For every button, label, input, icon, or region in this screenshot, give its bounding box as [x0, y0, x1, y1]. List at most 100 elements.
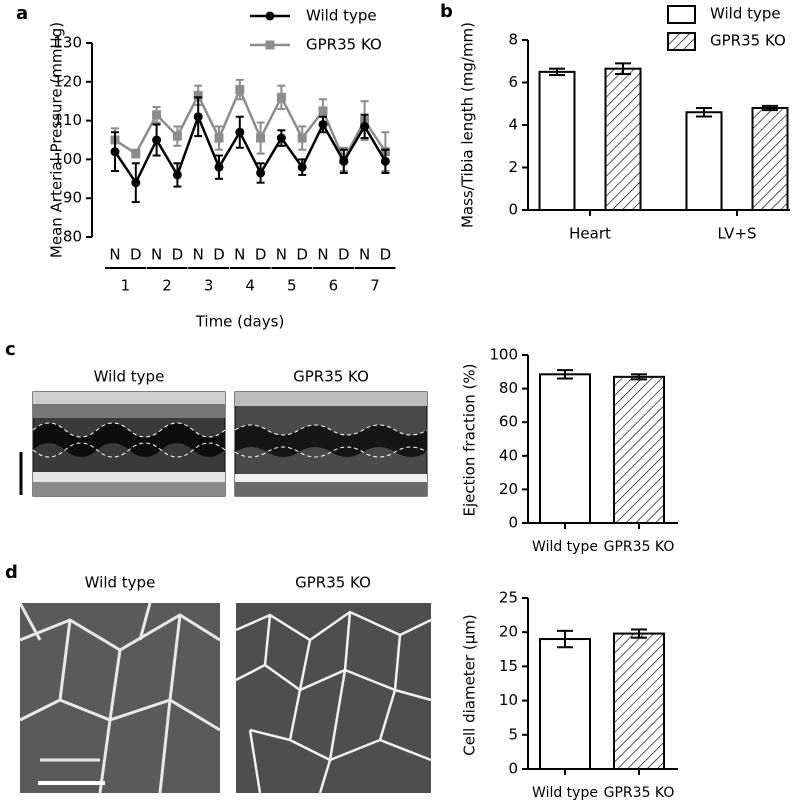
- x-tick-label: Heart: [569, 225, 611, 243]
- y-tick-label: 130: [53, 34, 82, 52]
- y-tick-label: 110: [53, 111, 82, 129]
- legend-marker: [265, 11, 275, 21]
- micrograph-wild-type: [18, 602, 221, 794]
- marker: [339, 156, 349, 166]
- x-tick-label: N: [151, 246, 162, 264]
- y-axis-label: Cell diameter (μm): [461, 614, 479, 755]
- y-axis-label: Mass/Tibia length (mg/mm): [459, 22, 477, 228]
- image-label: Wild type: [94, 368, 165, 386]
- marker: [256, 168, 266, 178]
- error-bar: [631, 628, 647, 639]
- legend-swatch: [667, 32, 696, 51]
- group-label: 2: [162, 277, 172, 295]
- legend-swatch: [667, 5, 696, 24]
- bar: [539, 638, 591, 770]
- marker: [297, 133, 307, 143]
- y-tick-label: 15: [499, 657, 518, 675]
- group-label: 5: [287, 277, 297, 295]
- error-bar: [557, 629, 573, 649]
- marker: [193, 112, 203, 122]
- y-tick-label: 4: [508, 116, 518, 134]
- marker: [214, 133, 224, 143]
- bar: [685, 111, 723, 211]
- panel-label: d: [5, 562, 18, 583]
- marker: [318, 106, 328, 116]
- y-tick-label: 90: [63, 189, 82, 207]
- x-tick-label: D: [380, 246, 392, 264]
- x-tick-label: Wild type: [532, 785, 598, 800]
- y-tick-label: 25: [499, 589, 518, 607]
- x-axis-label: Time (days): [195, 313, 285, 331]
- x-tick-label: D: [255, 246, 267, 264]
- error-bar: [696, 107, 712, 118]
- marker: [110, 147, 120, 157]
- x-tick-label: GPR35 KO: [604, 785, 675, 800]
- x-tick-label: GPR35 KO: [604, 539, 675, 555]
- y-tick-label: 60: [499, 413, 518, 431]
- y-tick-label: 40: [499, 446, 518, 464]
- x-tick-label: N: [193, 246, 204, 264]
- group-label: 3: [204, 277, 214, 295]
- marker: [318, 119, 328, 129]
- bar: [538, 70, 576, 211]
- error-bar: [762, 104, 778, 112]
- panel-label: b: [440, 1, 453, 22]
- group-label: 1: [121, 277, 131, 295]
- y-tick-label: 80: [499, 379, 518, 397]
- marker: [131, 149, 141, 159]
- marker: [256, 133, 266, 143]
- y-tick-label: 120: [53, 72, 82, 90]
- group-label: 4: [245, 277, 255, 295]
- y-axis-label: Mean Arterial Pressure (mmHg): [48, 22, 66, 258]
- echo-image-wild-type: [32, 391, 226, 497]
- y-tick-label: 2: [508, 158, 518, 176]
- marker: [152, 110, 162, 120]
- bar: [751, 107, 789, 211]
- y-tick-label: 5: [508, 725, 518, 743]
- bar: [539, 373, 591, 524]
- group-label: 6: [329, 277, 339, 295]
- marker: [380, 156, 390, 166]
- x-tick-label: LV+S: [717, 225, 756, 243]
- y-tick-label: 0: [508, 201, 518, 219]
- y-tick-label: 20: [499, 623, 518, 641]
- marker: [193, 90, 203, 100]
- x-tick-label: N: [234, 246, 245, 264]
- error-bar: [631, 373, 647, 381]
- x-tick-label: Wild type: [532, 539, 598, 555]
- legend-marker: [265, 40, 275, 50]
- marker: [131, 178, 141, 188]
- error-bar: [557, 369, 573, 380]
- marker: [360, 121, 370, 131]
- y-tick-label: 10: [499, 691, 518, 709]
- x-tick-label: D: [172, 246, 184, 264]
- bar: [613, 632, 665, 770]
- marker: [172, 170, 182, 180]
- image-label: GPR35 KO: [293, 368, 369, 386]
- image-label: GPR35 KO: [295, 574, 371, 592]
- legend-label: Wild type: [306, 7, 377, 25]
- x-tick-label: D: [338, 246, 350, 264]
- panel-label: a: [16, 3, 28, 24]
- x-tick-label: N: [359, 246, 370, 264]
- series-line: [113, 113, 387, 186]
- legend-label: Wild type: [710, 5, 781, 23]
- bar: [613, 375, 665, 524]
- legend-label: GPR35 KO: [710, 32, 786, 50]
- y-tick-label: 8: [508, 31, 518, 49]
- error-bar: [615, 62, 631, 75]
- echo-image-ko: [234, 391, 428, 497]
- y-tick-label: 6: [508, 73, 518, 91]
- error-bar: [549, 67, 565, 77]
- image-label: Wild type: [85, 574, 156, 592]
- legend-label: GPR35 KO: [306, 36, 382, 54]
- x-tick-label: D: [213, 246, 225, 264]
- bar: [604, 67, 642, 211]
- x-tick-label: N: [109, 246, 120, 264]
- y-tick-label: 0: [508, 514, 518, 532]
- micrograph-ko: [235, 603, 432, 794]
- marker: [235, 127, 245, 137]
- marker: [214, 162, 224, 172]
- panel-label: c: [5, 339, 16, 360]
